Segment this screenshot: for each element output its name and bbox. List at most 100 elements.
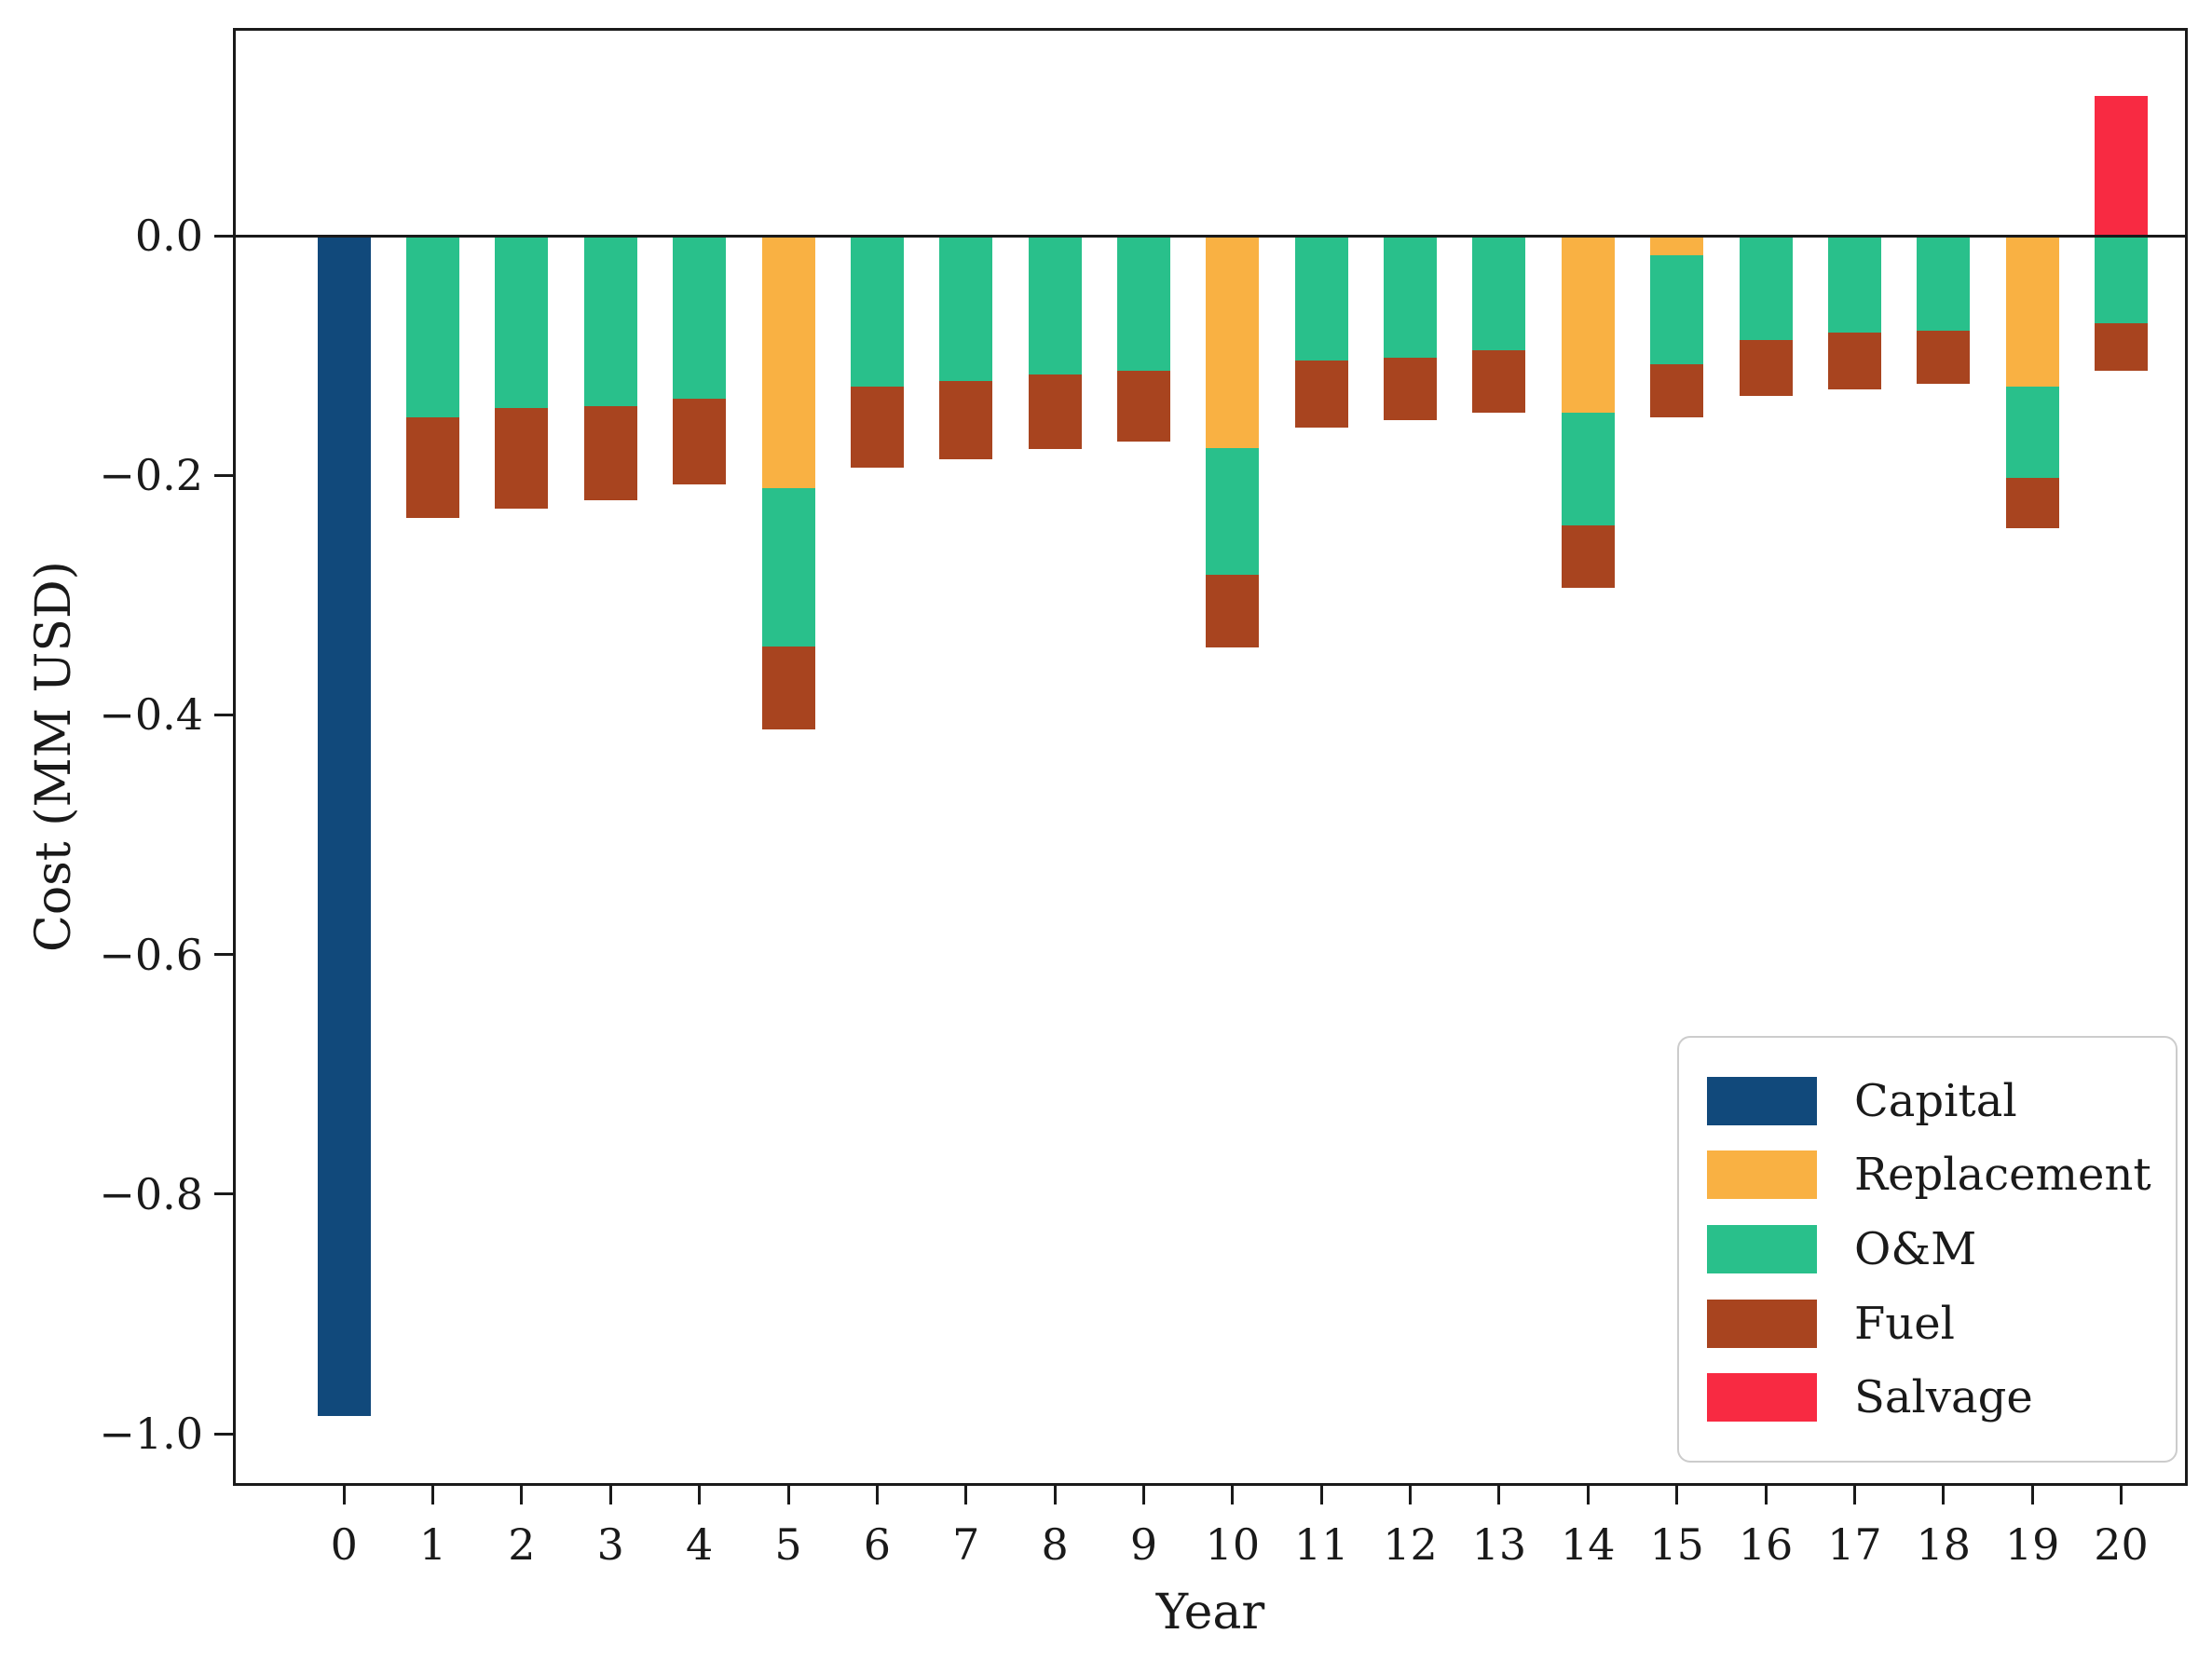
x-tick-label-6: 6 [863, 1519, 892, 1570]
legend-item-fuel: Fuel [1707, 1297, 2176, 1350]
x-tick-label-12: 12 [1383, 1519, 1438, 1570]
bar-o-m-year-12 [1384, 236, 1438, 359]
legend-label: O&M [1854, 1222, 1977, 1275]
bar-fuel-year-10 [1206, 574, 1260, 648]
legend-label: Replacement [1854, 1149, 2151, 1202]
x-tick-mark [431, 1486, 435, 1504]
x-tick-mark [608, 1486, 612, 1504]
legend: Capital Replacement O&M Fuel Salvage [1677, 1036, 2178, 1463]
bar-fuel-year-14 [1561, 525, 1615, 589]
bar-o-m-year-18 [1917, 236, 1971, 331]
x-tick-mark [698, 1486, 702, 1504]
bar-fuel-year-1 [406, 417, 460, 519]
legend-item-replacement: Replacement [1707, 1149, 2176, 1202]
bar-o-m-year-20 [2094, 236, 2148, 323]
y-tick-mark [214, 713, 233, 716]
bar-o-m-year-13 [1472, 236, 1526, 351]
bar-o-m-year-7 [939, 236, 993, 381]
x-tick-label-14: 14 [1561, 1519, 1616, 1570]
x-tick-mark [964, 1486, 968, 1504]
x-tick-mark [1764, 1486, 1768, 1504]
legend-swatch [1707, 1150, 1817, 1200]
bar-o-m-year-9 [1116, 236, 1170, 372]
bar-o-m-year-4 [673, 236, 727, 399]
x-tick-label-18: 18 [1916, 1519, 1972, 1570]
y-tick-mark [214, 1192, 233, 1196]
bar-o-m-year-11 [1294, 236, 1348, 361]
y-tick-label: 0.0 [134, 211, 203, 261]
x-tick-label-2: 2 [508, 1519, 536, 1570]
x-tick-mark [1319, 1486, 1323, 1504]
x-tick-label-5: 5 [774, 1519, 802, 1570]
x-tick-mark [1053, 1486, 1057, 1504]
bar-o-m-year-17 [1827, 236, 1881, 334]
x-tick-label-10: 10 [1205, 1519, 1261, 1570]
bar-fuel-year-20 [2094, 322, 2148, 372]
y-tick-mark [214, 1432, 233, 1436]
x-axis-title: Year [1155, 1585, 1265, 1641]
bar-replacement-year-15 [1650, 236, 1704, 255]
bar-fuel-year-19 [2005, 477, 2059, 528]
x-tick-label-9: 9 [1129, 1519, 1158, 1570]
legend-label: Fuel [1854, 1297, 1955, 1350]
legend-item-o-m: O&M [1707, 1222, 2176, 1275]
x-tick-mark [875, 1486, 879, 1504]
legend-swatch [1707, 1299, 1817, 1348]
bar-fuel-year-11 [1294, 360, 1348, 428]
bar-o-m-year-19 [2005, 387, 2059, 478]
legend-label: Salvage [1854, 1371, 2033, 1424]
bar-fuel-year-17 [1827, 333, 1881, 389]
bar-o-m-year-1 [406, 236, 460, 418]
x-tick-mark [2030, 1486, 2034, 1504]
bar-fuel-year-8 [1028, 374, 1082, 449]
x-tick-mark [786, 1486, 790, 1504]
y-tick-label: −0.4 [99, 689, 203, 741]
bar-o-m-year-5 [761, 488, 815, 647]
x-tick-label-13: 13 [1471, 1519, 1527, 1570]
y-tick-label: −0.6 [99, 929, 203, 980]
x-tick-label-4: 4 [686, 1519, 714, 1570]
x-tick-mark [342, 1486, 346, 1504]
x-tick-label-11: 11 [1293, 1519, 1349, 1570]
bar-replacement-year-10 [1206, 236, 1260, 448]
bar-o-m-year-16 [1739, 236, 1793, 340]
x-tick-label-19: 19 [2004, 1519, 2060, 1570]
bar-replacement-year-19 [2005, 236, 2059, 388]
legend-swatch [1707, 1076, 1817, 1125]
x-tick-label-3: 3 [596, 1519, 624, 1570]
x-tick-mark [1409, 1486, 1413, 1504]
legend-label: Capital [1854, 1074, 2017, 1127]
bar-o-m-year-15 [1650, 254, 1704, 364]
bar-fuel-year-13 [1472, 350, 1526, 414]
bar-replacement-year-14 [1561, 236, 1615, 414]
bar-o-m-year-2 [495, 236, 549, 409]
x-tick-mark [1231, 1486, 1235, 1504]
x-tick-mark [2119, 1486, 2123, 1504]
x-tick-mark [1586, 1486, 1590, 1504]
bar-fuel-year-15 [1650, 363, 1704, 418]
bar-fuel-year-16 [1739, 339, 1793, 397]
bar-fuel-year-9 [1116, 371, 1170, 442]
x-tick-label-17: 17 [1827, 1519, 1882, 1570]
x-tick-mark [1852, 1486, 1856, 1504]
y-tick-label: −0.2 [99, 450, 203, 501]
bar-replacement-year-5 [761, 236, 815, 489]
bar-fuel-year-3 [583, 405, 637, 501]
x-tick-label-7: 7 [952, 1519, 980, 1570]
legend-item-capital: Capital [1707, 1074, 2176, 1127]
bar-salvage-year-20 [2094, 95, 2148, 236]
x-tick-label-1: 1 [418, 1519, 447, 1570]
x-tick-label-20: 20 [2094, 1519, 2149, 1570]
x-tick-mark [520, 1486, 524, 1504]
x-tick-label-8: 8 [1041, 1519, 1069, 1570]
x-tick-mark [1497, 1486, 1501, 1504]
x-tick-mark [1675, 1486, 1679, 1504]
y-tick-label: −0.8 [99, 1168, 203, 1219]
bar-o-m-year-8 [1028, 236, 1082, 375]
legend-item-salvage: Salvage [1707, 1371, 2176, 1424]
bar-capital-year-0 [317, 236, 371, 1416]
y-axis-title: Cost (MM USD) [26, 561, 82, 952]
bar-fuel-year-12 [1384, 358, 1438, 421]
bar-fuel-year-4 [673, 398, 727, 485]
